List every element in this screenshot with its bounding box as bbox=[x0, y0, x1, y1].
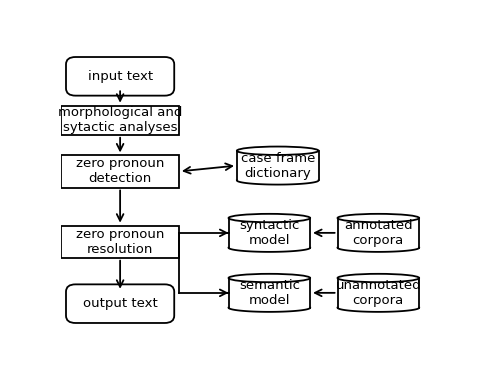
Text: case frame
dictionary: case frame dictionary bbox=[241, 152, 315, 180]
Text: zero pronoun
resolution: zero pronoun resolution bbox=[76, 228, 164, 256]
Polygon shape bbox=[228, 278, 310, 312]
Text: unannotated
corpora: unannotated corpora bbox=[336, 279, 421, 307]
Bar bbox=[228, 278, 310, 308]
Ellipse shape bbox=[338, 274, 419, 282]
Bar bbox=[228, 218, 310, 248]
Polygon shape bbox=[237, 151, 318, 185]
Text: syntactic
model: syntactic model bbox=[239, 219, 299, 247]
Polygon shape bbox=[338, 278, 419, 312]
Polygon shape bbox=[338, 218, 419, 252]
Bar bbox=[237, 151, 318, 180]
Bar bbox=[61, 226, 179, 258]
Ellipse shape bbox=[338, 214, 419, 222]
Text: morphological and
sytactic analyses: morphological and sytactic analyses bbox=[58, 106, 182, 134]
Bar bbox=[338, 278, 419, 308]
Text: output text: output text bbox=[83, 297, 157, 310]
Ellipse shape bbox=[228, 274, 310, 282]
Bar bbox=[61, 106, 179, 135]
Text: semantic
model: semantic model bbox=[239, 279, 300, 307]
FancyBboxPatch shape bbox=[66, 57, 174, 96]
FancyBboxPatch shape bbox=[66, 284, 174, 323]
Ellipse shape bbox=[228, 214, 310, 222]
Polygon shape bbox=[228, 218, 310, 252]
Bar bbox=[61, 155, 179, 187]
Text: input text: input text bbox=[88, 70, 153, 83]
Bar bbox=[338, 218, 419, 248]
Text: zero pronoun
detection: zero pronoun detection bbox=[76, 157, 164, 185]
Text: annotated
corpora: annotated corpora bbox=[344, 219, 413, 247]
Ellipse shape bbox=[237, 147, 318, 155]
